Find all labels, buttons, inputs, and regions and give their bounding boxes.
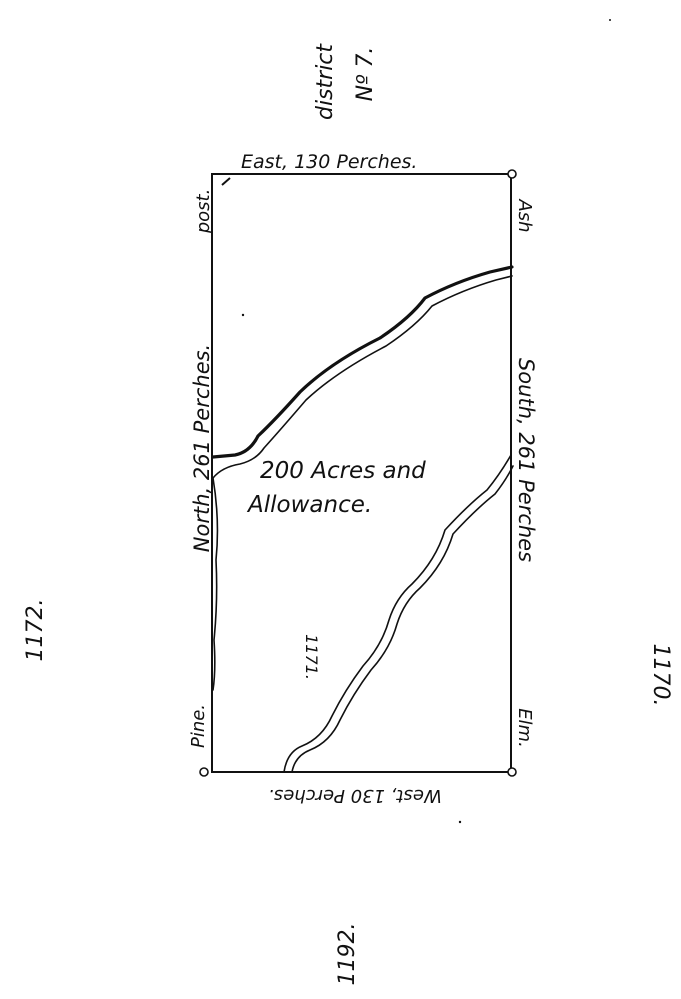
district-number: Nº 7.	[353, 47, 378, 102]
ash-corner-label: Ash	[514, 198, 535, 232]
corner-markers	[199, 169, 517, 777]
post-marker	[221, 177, 231, 186]
east-boundary-label: East, 130 Perches.	[241, 151, 417, 173]
area-label-line2: Allowance.	[246, 492, 372, 518]
north-boundary-label: North, 261 Perches.	[190, 344, 214, 552]
adjacent-lot-east: 1170.	[648, 644, 673, 707]
post-corner-label: post.	[193, 189, 214, 235]
area-label-line1: 200 Acres and	[260, 458, 426, 484]
elm-corner-label: Elm.	[514, 708, 535, 748]
pine-corner-label: Pine.	[188, 704, 209, 748]
lot-boundary	[211, 173, 512, 773]
corner-marker-ne	[507, 169, 517, 179]
stream-upper	[211, 265, 514, 691]
adjacent-lot-south: 1192.	[335, 923, 360, 986]
district-label: district	[313, 43, 338, 120]
west-boundary-label: West, 130 Perches.	[268, 785, 442, 806]
stray-marks	[241, 19, 611, 824]
lot-number-label: 1171.	[302, 634, 321, 680]
corner-marker-sw	[199, 767, 209, 777]
corner-marker-se	[507, 767, 517, 777]
stream-lower	[283, 454, 514, 773]
adjacent-lot-west: 1172.	[23, 599, 48, 662]
south-boundary-label: South, 261 Perches	[514, 358, 538, 562]
